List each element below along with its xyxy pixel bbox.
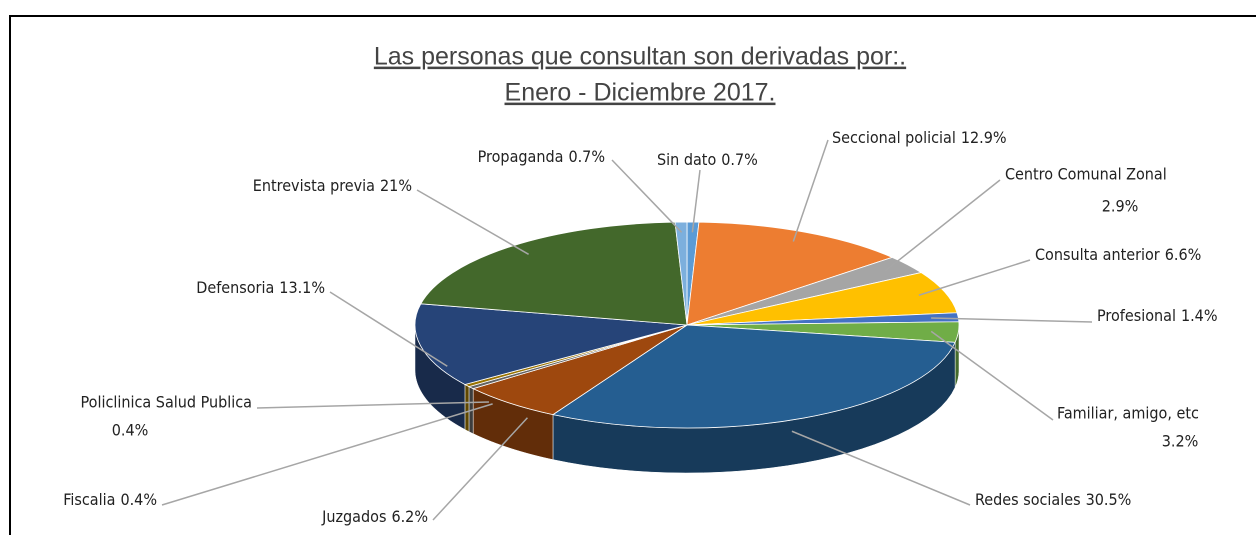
pie-slice <box>686 221 894 326</box>
chart-title: Las personas que consultan son derivadas… <box>374 43 906 71</box>
data-label-value: 6.2% <box>391 507 428 526</box>
leader-line <box>918 259 1031 296</box>
data-label-name: Seccional policial <box>832 128 956 147</box>
data-label-value: 0.4% <box>120 490 157 509</box>
data-label-value: 3.2% <box>1162 432 1199 451</box>
leader-line <box>611 159 683 233</box>
data-label-name: Propaganda <box>478 147 564 166</box>
data-label: Profesional 1.4% <box>1097 306 1218 325</box>
data-label: Consulta anterior 6.6% <box>1035 245 1201 264</box>
leader-line <box>791 430 971 506</box>
data-label-value: 6.6% <box>1165 245 1202 264</box>
data-label-name: Profesional <box>1097 306 1176 325</box>
data-label: Juzgados 6.2% <box>321 507 428 526</box>
data-label: Defensoria 13.1% <box>196 278 325 297</box>
data-label-name: Fiscalia <box>63 490 115 509</box>
leader-line <box>161 403 493 506</box>
leader-line <box>930 330 1054 421</box>
pie-side <box>464 384 470 432</box>
pie-slice <box>686 272 958 326</box>
pie-slice <box>420 221 688 326</box>
data-label-value: 0.4% <box>112 421 149 440</box>
data-label: Fiscalia 0.4% <box>63 490 157 509</box>
pie-slice <box>674 221 688 326</box>
data-label: Propaganda 0.7% <box>478 147 605 166</box>
data-label-name: Sin dato <box>657 150 716 169</box>
data-label-name: Centro Comunal Zonal <box>1005 165 1167 184</box>
data-label-value: 21% <box>380 176 412 195</box>
leader-line <box>691 169 701 233</box>
chart-subtitle: Enero - Diciembre 2017. <box>505 79 776 107</box>
leader-line <box>931 317 1093 323</box>
data-label: Seccional policial 12.9% <box>832 128 1007 147</box>
data-label-name: Consulta anterior <box>1035 245 1160 264</box>
data-label: Sin dato 0.7% <box>657 150 758 169</box>
leader-line <box>329 291 448 367</box>
pie-slice <box>551 324 956 429</box>
leader-line <box>416 189 529 255</box>
data-label: Redes sociales 30.5% <box>975 490 1131 509</box>
frame <box>9 15 1256 535</box>
data-label-name: Familiar, amigo, etc <box>1057 404 1199 423</box>
data-label-name: Redes sociales <box>975 490 1081 509</box>
leader-line <box>792 139 829 242</box>
data-label-value: 13.1% <box>279 278 325 297</box>
leader-line <box>256 401 489 409</box>
data-label-value: 12.9% <box>961 128 1007 147</box>
data-label: Entrevista previa 21% <box>253 176 412 195</box>
data-label-value: 0.7% <box>721 150 758 169</box>
data-label-name: Entrevista previa <box>253 176 375 195</box>
data-label-name: Defensoria <box>196 278 274 297</box>
data-label-name: Juzgados <box>321 507 386 526</box>
data-label-value: 0.7% <box>568 147 605 166</box>
leader-line <box>885 179 1001 272</box>
data-label-value: 2.9% <box>1102 197 1139 216</box>
data-label-value: 1.4% <box>1181 306 1218 325</box>
data-label-value: 30.5% <box>1086 490 1132 509</box>
pie-slice <box>414 303 688 385</box>
leader-line <box>432 417 528 521</box>
data-label-name: Policlinica Salud Publica <box>81 393 252 412</box>
